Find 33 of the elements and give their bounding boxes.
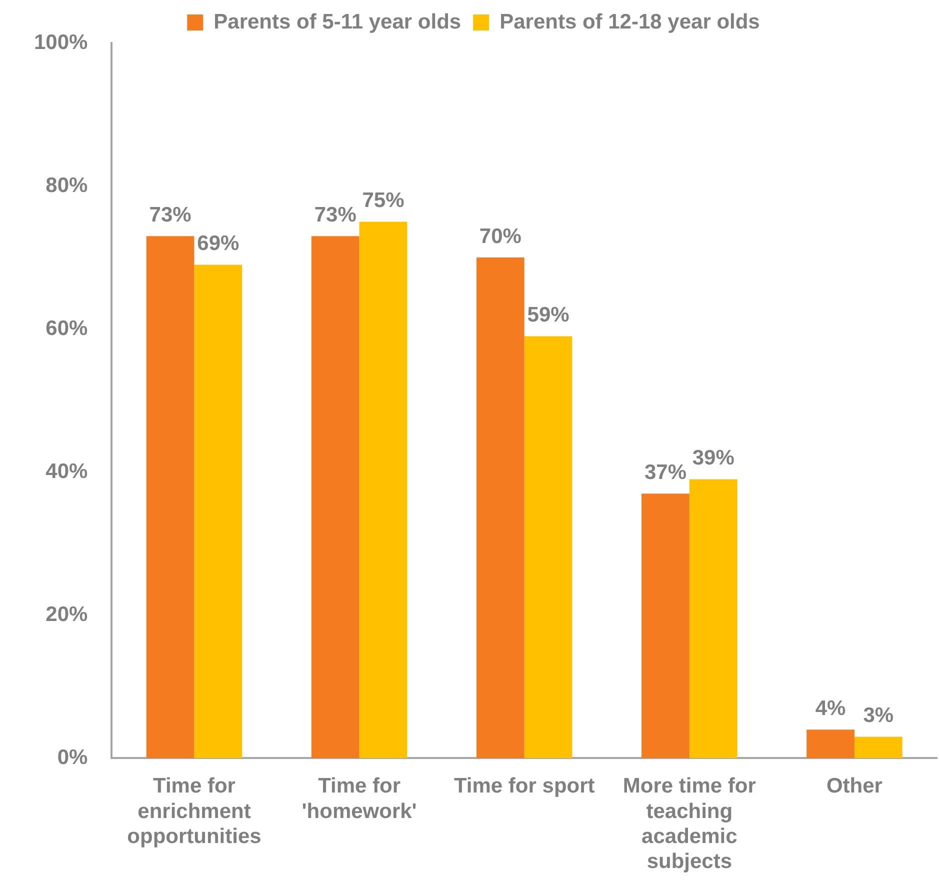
data-label: 73% (149, 203, 192, 226)
legend-label: Parents of 5-11 year olds (214, 10, 462, 34)
bar (642, 494, 690, 758)
y-tick-label: 100% (34, 30, 88, 54)
data-label: 39% (692, 446, 735, 470)
x-tick-label: Time for sport (454, 774, 595, 798)
y-tick-label: 40% (46, 460, 88, 483)
y-tick-label: 80% (46, 174, 88, 197)
data-label: 59% (527, 304, 570, 327)
data-label: 73% (314, 203, 357, 226)
x-tick-label: Other (826, 774, 882, 798)
y-tick-label: 20% (46, 602, 88, 626)
data-label: 70% (479, 224, 522, 248)
bar (806, 730, 854, 758)
data-label: 4% (815, 696, 846, 720)
legend-label: Parents of 12-18 year olds (500, 10, 760, 34)
bar (524, 336, 572, 758)
x-tick-label: Time for 'homework' (302, 774, 417, 823)
bar (311, 236, 360, 758)
data-label: 75% (362, 189, 405, 212)
data-label: 37% (644, 460, 687, 484)
x-tick-label: More time for teaching academic subjects (622, 774, 756, 874)
x-tick-label: Time for enrichment opportunities (127, 774, 262, 848)
bar (689, 479, 738, 758)
data-label: 3% (863, 704, 894, 728)
y-tick-label: 60% (46, 316, 88, 340)
bar (854, 736, 902, 758)
bar (359, 222, 408, 758)
y-tick-label: 0% (57, 746, 88, 769)
bar (146, 236, 194, 758)
bar (194, 264, 242, 758)
bar (476, 258, 524, 758)
data-label: 69% (197, 232, 240, 256)
